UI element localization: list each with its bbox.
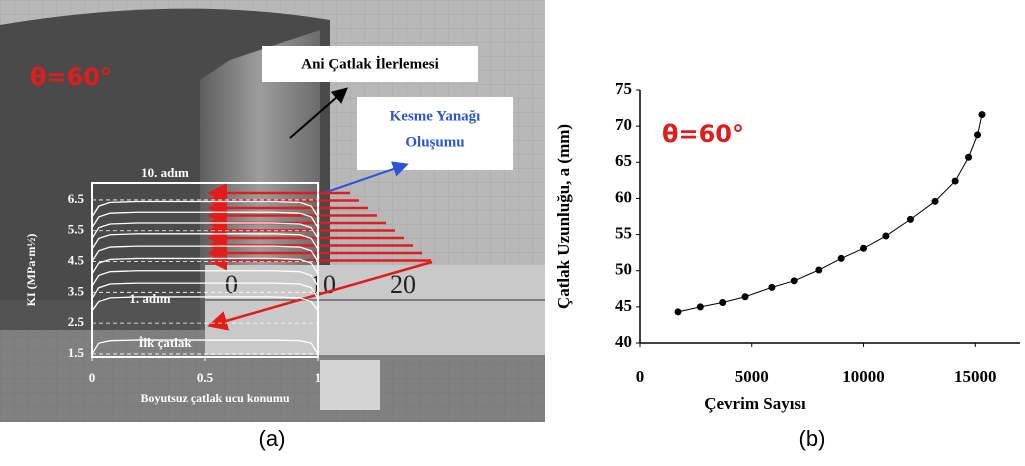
panel-label: (a) [259, 426, 286, 451]
step-label: 10. adım [141, 165, 189, 180]
data-point [741, 293, 749, 301]
y-tick-label: 45 [615, 296, 632, 315]
annotation-box [262, 46, 478, 82]
arrow [289, 87, 349, 139]
data-point [674, 308, 682, 316]
series-line [91, 222, 319, 239]
data-point [837, 254, 845, 262]
x-tick-label: 15000 [954, 367, 997, 386]
series-line [91, 339, 319, 355]
y-tick-label: 65 [615, 151, 632, 170]
y-axis-label: Çatlak Uzunluğu, a (mm) [554, 124, 573, 309]
data-point [906, 215, 914, 223]
y-tick-label: 75 [615, 79, 632, 98]
series-line [91, 233, 319, 250]
series-line [91, 211, 319, 229]
annotation: Oluşumu [405, 134, 464, 150]
y-tick-label: 55 [615, 223, 632, 242]
data-point [860, 244, 868, 252]
x-tick-label: 0 [89, 370, 96, 385]
x-tick-label: 10000 [842, 367, 885, 386]
y-tick-label: 50 [615, 260, 632, 279]
x-tick-label: 1 [315, 370, 322, 385]
series-line [91, 257, 319, 275]
series-line [91, 245, 319, 262]
x-tick-label: 0 [636, 367, 645, 386]
y-tick-label: 1.5 [68, 345, 85, 360]
step-label: İlk çatlak [138, 335, 192, 350]
y-tick-label: 70 [615, 115, 632, 134]
data-point [790, 277, 798, 285]
ruler-label: 0 [225, 270, 238, 299]
y-tick-label: 5.5 [68, 222, 85, 237]
x-tick-label: 5000 [735, 367, 769, 386]
x-axis-label: Boyutsuz çatlak ucu konumu [140, 391, 289, 405]
arrow [317, 161, 409, 196]
annotation: θ=60° [662, 120, 744, 148]
theta-label: θ=60° [30, 63, 112, 91]
y-axis-label: KI (MPa·m½) [24, 234, 38, 307]
data-point [719, 299, 727, 307]
x-axis-label: Çevrim Sayısı [704, 394, 806, 413]
data-point [768, 283, 776, 291]
panel-label: (b) [799, 426, 826, 451]
y-tick-label: 6.5 [68, 191, 85, 206]
series-line [91, 296, 319, 312]
data-point [882, 232, 890, 240]
data-point [965, 153, 973, 161]
data-point [978, 111, 986, 119]
data-point [696, 303, 704, 311]
y-tick-label: 60 [615, 187, 632, 206]
series-line [91, 200, 319, 218]
annotation: Ani Çatlak İlerlemesi [301, 55, 438, 72]
y-tick-label: 4.5 [68, 253, 85, 268]
series-line [91, 282, 319, 299]
data-point [974, 131, 982, 139]
y-tick-label: 40 [615, 332, 632, 351]
series-line [91, 270, 319, 287]
data-point [931, 197, 939, 205]
x-tick-label: 0.5 [197, 370, 214, 385]
data-point [951, 177, 959, 185]
annotation-box [357, 97, 513, 170]
step-label: 1. adım [129, 291, 170, 306]
arrow [207, 260, 433, 331]
annotation: Kesme Yanağı [390, 108, 481, 124]
data-point [815, 266, 823, 274]
ruler-label: 20 [390, 270, 416, 299]
y-tick-label: 2.5 [68, 314, 85, 329]
trend-line [677, 114, 983, 313]
y-tick-label: 3.5 [68, 283, 85, 298]
